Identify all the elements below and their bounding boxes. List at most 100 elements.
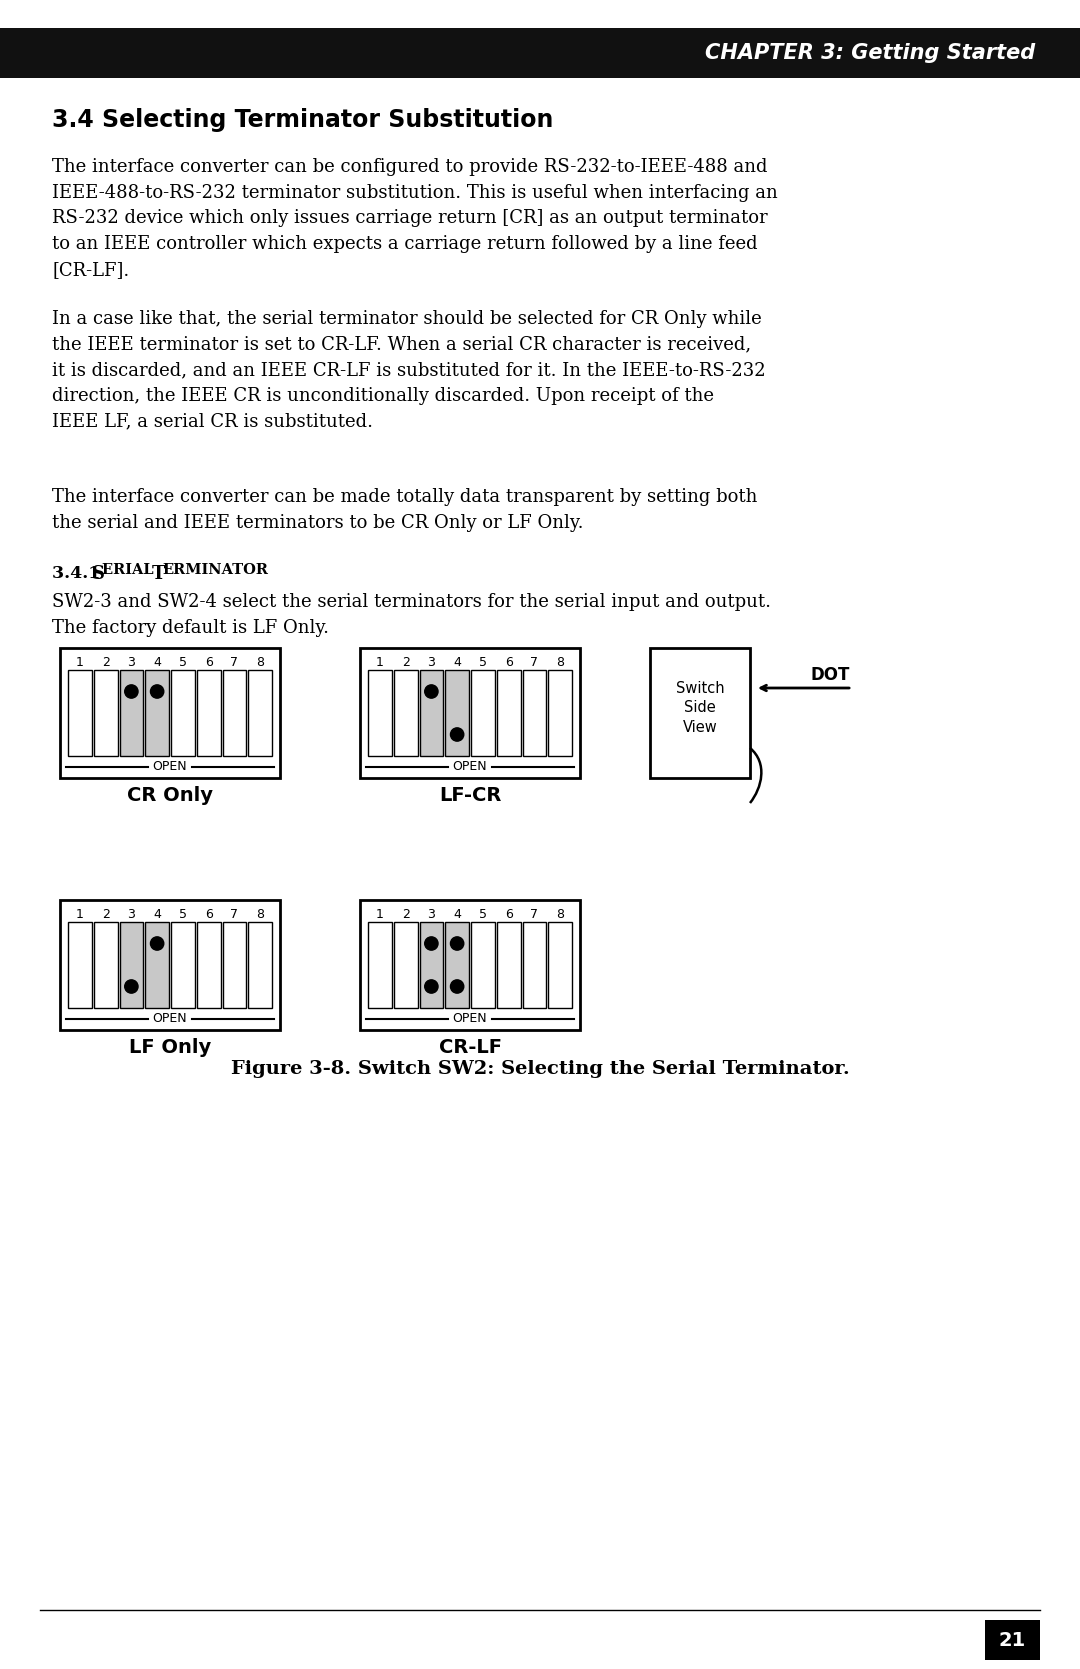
Text: The interface converter can be configured to provide RS-232-to-IEEE-488 and
IEEE: The interface converter can be configure… bbox=[52, 159, 778, 279]
Text: The interface converter can be made totally data transparent by setting both
the: The interface converter can be made tota… bbox=[52, 487, 757, 532]
Text: 3: 3 bbox=[127, 908, 135, 921]
Bar bbox=[248, 669, 272, 756]
Text: OPEN: OPEN bbox=[152, 759, 187, 773]
Text: 7: 7 bbox=[230, 908, 239, 921]
Text: OPEN: OPEN bbox=[152, 1011, 187, 1025]
Text: Figure 3-8. Switch SW2: Selecting the Serial Terminator.: Figure 3-8. Switch SW2: Selecting the Se… bbox=[231, 1060, 849, 1078]
Circle shape bbox=[124, 980, 138, 993]
Text: 2: 2 bbox=[402, 656, 409, 669]
Bar bbox=[171, 921, 194, 1008]
Bar bbox=[120, 921, 144, 1008]
Text: 8: 8 bbox=[256, 656, 265, 669]
Text: 1: 1 bbox=[76, 656, 84, 669]
Text: 2: 2 bbox=[102, 908, 109, 921]
Text: 1: 1 bbox=[376, 908, 383, 921]
Bar bbox=[68, 921, 92, 1008]
Text: 5: 5 bbox=[179, 908, 187, 921]
Text: CHAPTER 3: Getting Started: CHAPTER 3: Getting Started bbox=[705, 43, 1035, 63]
Bar bbox=[523, 669, 546, 756]
Text: 3: 3 bbox=[428, 908, 435, 921]
Text: 3.4.1: 3.4.1 bbox=[52, 566, 106, 582]
Bar bbox=[197, 669, 220, 756]
Bar bbox=[419, 669, 443, 756]
Circle shape bbox=[450, 980, 463, 993]
Bar bbox=[360, 648, 580, 778]
Circle shape bbox=[424, 936, 438, 950]
Text: SW2-3 and SW2-4 select the serial terminators for the serial input and output.
T: SW2-3 and SW2-4 select the serial termin… bbox=[52, 592, 771, 636]
Text: 3: 3 bbox=[428, 656, 435, 669]
Text: 6: 6 bbox=[205, 908, 213, 921]
Text: 6: 6 bbox=[504, 656, 513, 669]
Text: CR-LF: CR-LF bbox=[438, 1038, 501, 1056]
Text: LF-CR: LF-CR bbox=[438, 786, 501, 804]
Text: 7: 7 bbox=[530, 908, 538, 921]
Text: 3.4 Selecting Terminator Substitution: 3.4 Selecting Terminator Substitution bbox=[52, 108, 553, 132]
Bar bbox=[471, 921, 495, 1008]
Bar bbox=[60, 900, 280, 1030]
Text: 4: 4 bbox=[454, 656, 461, 669]
Bar bbox=[497, 669, 521, 756]
Text: 5: 5 bbox=[478, 656, 487, 669]
Text: 5: 5 bbox=[179, 656, 187, 669]
Bar bbox=[222, 669, 246, 756]
Text: 2: 2 bbox=[402, 908, 409, 921]
Text: 6: 6 bbox=[504, 908, 513, 921]
Circle shape bbox=[424, 684, 438, 698]
Text: 2: 2 bbox=[102, 656, 109, 669]
Text: 4: 4 bbox=[153, 656, 161, 669]
Bar bbox=[523, 921, 546, 1008]
Text: ERMINATOR: ERMINATOR bbox=[162, 562, 268, 577]
Text: 3: 3 bbox=[127, 656, 135, 669]
Text: 1: 1 bbox=[76, 908, 84, 921]
Text: DOT: DOT bbox=[810, 666, 850, 684]
Text: 7: 7 bbox=[530, 656, 538, 669]
Bar bbox=[360, 900, 580, 1030]
Bar bbox=[650, 648, 750, 778]
Text: 8: 8 bbox=[256, 908, 265, 921]
Circle shape bbox=[150, 936, 164, 950]
Bar bbox=[985, 1621, 1040, 1661]
Circle shape bbox=[124, 684, 138, 698]
Bar bbox=[248, 921, 272, 1008]
Text: S: S bbox=[92, 566, 105, 582]
Bar bbox=[120, 669, 144, 756]
Text: LF Only: LF Only bbox=[129, 1038, 211, 1056]
Bar bbox=[445, 921, 469, 1008]
Text: In a case like that, the serial terminator should be selected for CR Only while
: In a case like that, the serial terminat… bbox=[52, 310, 766, 431]
Text: Switch
Side
View: Switch Side View bbox=[676, 681, 725, 736]
Bar bbox=[197, 921, 220, 1008]
Text: 4: 4 bbox=[454, 908, 461, 921]
Circle shape bbox=[150, 684, 164, 698]
Bar bbox=[419, 921, 443, 1008]
Bar bbox=[368, 921, 392, 1008]
Bar bbox=[549, 669, 572, 756]
Text: T: T bbox=[152, 566, 165, 582]
Text: OPEN: OPEN bbox=[453, 759, 487, 773]
Text: 7: 7 bbox=[230, 656, 239, 669]
Bar bbox=[94, 921, 118, 1008]
Bar bbox=[394, 921, 418, 1008]
Circle shape bbox=[424, 980, 438, 993]
Text: 1: 1 bbox=[376, 656, 383, 669]
Bar bbox=[145, 669, 168, 756]
Bar bbox=[368, 669, 392, 756]
Bar bbox=[549, 921, 572, 1008]
Text: 8: 8 bbox=[556, 656, 564, 669]
Circle shape bbox=[450, 728, 463, 741]
Bar bbox=[497, 921, 521, 1008]
Circle shape bbox=[450, 936, 463, 950]
Bar bbox=[60, 648, 280, 778]
Bar bbox=[145, 921, 168, 1008]
Bar bbox=[68, 669, 92, 756]
Bar bbox=[394, 669, 418, 756]
Text: CR Only: CR Only bbox=[127, 786, 213, 804]
Text: 21: 21 bbox=[999, 1631, 1026, 1649]
Bar bbox=[471, 669, 495, 756]
Bar bbox=[171, 669, 194, 756]
Bar bbox=[445, 669, 469, 756]
Bar bbox=[222, 921, 246, 1008]
Bar bbox=[94, 669, 118, 756]
Text: 4: 4 bbox=[153, 908, 161, 921]
Text: ERIAL: ERIAL bbox=[102, 562, 159, 577]
Text: 6: 6 bbox=[205, 656, 213, 669]
